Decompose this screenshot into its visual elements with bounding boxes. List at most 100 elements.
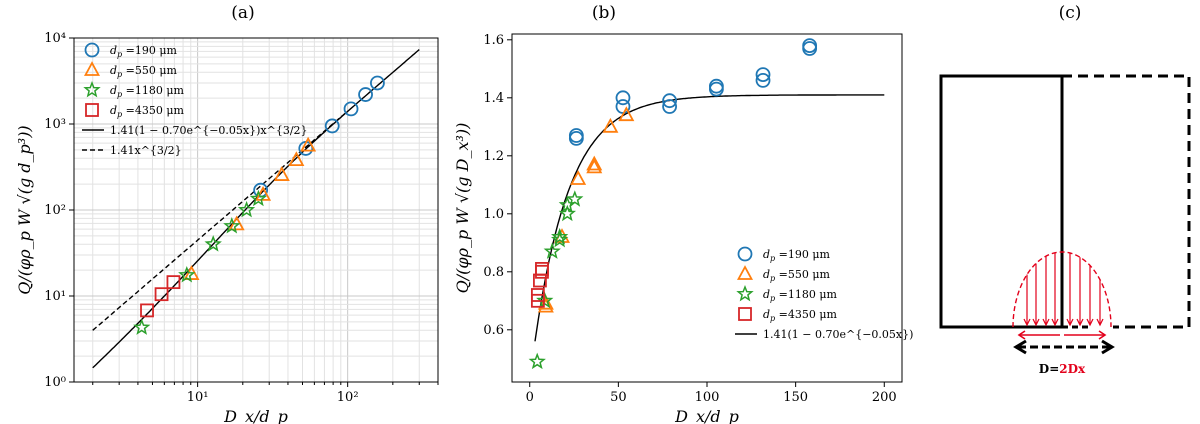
data-point [802,38,818,53]
data-point [288,151,305,167]
data-point [755,67,771,82]
dimension-arrow-left [1013,339,1027,355]
y-tick-label: 10⁴ [44,31,66,46]
y-tick-label: 0.6 [483,323,504,338]
data-point [550,230,569,248]
data-point [802,41,818,56]
flow-arrow-head [1032,318,1040,327]
legend-marker [736,265,754,280]
flow-arrow-head [1023,318,1031,327]
legend-curve-label: 1.41x^{3/2} [110,144,182,157]
data-point [204,235,222,252]
data-point [755,73,771,88]
x-tick-label: 50 [610,390,627,405]
data-point [537,294,554,310]
y-tick-label: 1.2 [483,149,504,164]
legend-label: dp =190 μm [110,44,178,59]
legend-label: dp =4350 μm [110,104,185,119]
y-tick-label: 1.4 [483,91,504,106]
legend: dp =190 μm dp =550 μm dp =1180 μm dp =4350 … [82,42,308,157]
panel-label-c: (c) [1059,3,1082,23]
legend-marker [736,284,754,302]
legend-marker [84,42,100,58]
legend-label: dp =190 μm [763,248,831,263]
y-tick-label: 10¹ [44,289,66,304]
data-point [154,287,169,302]
y-tick-label: 1.0 [483,207,504,222]
x-tick-label: 200 [872,390,897,405]
curve-line [92,49,420,369]
data-point [140,303,154,318]
data-point [553,228,571,243]
data-point [618,106,635,122]
silo-solid-box [939,74,1064,329]
panel-label-b: (b) [592,3,616,23]
data-point [528,352,546,370]
dimension-label: D=2Dx [1039,362,1086,376]
x-axis-label: D_x/d_p [674,407,739,424]
y-axis-label: Q/(φρ_p W √(g d_p³)) [15,125,34,294]
legend-label: dp =1180 μm [110,84,185,99]
flow-arrow-head [1076,318,1084,327]
data-point [133,318,151,335]
data-point [568,130,584,146]
diagram-c: D=2Dx [939,74,1191,376]
data-point [550,227,569,245]
legend-curve-label: 1.41(1 − 0.70e^{−0.05x}) [763,328,913,341]
chart-a-loglog: 10¹ 10² 10⁰ 10¹ 10² 10³ 10⁴ D_x/d_p Q/(φρ_p W √(… [15,31,439,424]
grid [74,38,439,383]
legend-curve-label: 1.41(1 − 0.70e^{−0.05x})x^{3/2} [110,124,308,137]
x-tick-label: 150 [783,390,808,405]
y-tick-label: 10² [44,203,66,218]
silo-mirror-dashed [1062,74,1191,329]
x-tick-label: 100 [695,390,720,405]
data-point [358,87,373,102]
x-tick-label: 10² [337,390,359,405]
legend-label: dp =4350 μm [763,308,838,323]
half-dx-right-arrow [1098,330,1107,340]
legend-marker [85,103,99,117]
data-point [662,99,677,114]
x-tick-label: 0 [526,390,534,405]
data-point [662,93,677,109]
data-point [568,128,584,143]
data-point [602,117,619,133]
flow-arrow-head [1086,318,1094,327]
y-tick-label: 1.6 [483,33,504,48]
data-point [343,101,359,117]
flow-arch [1012,251,1112,328]
data-point [370,75,385,91]
x-tick-label: 10¹ [187,390,209,405]
flow-arrows [1023,252,1104,327]
data-point [558,196,577,213]
panel-label-a: (a) [231,3,254,23]
data-point [237,200,256,218]
legend-marker [737,246,753,262]
y-tick-label: 10³ [44,117,66,132]
half-dx-left-arrow [1017,330,1026,340]
curve-line [534,94,885,342]
legend-marker [83,61,101,76]
data-point [566,190,584,207]
data-point [543,242,561,259]
data-point [300,136,317,152]
legend-marker [738,307,752,321]
data-point [178,266,196,283]
legend-label: dp =550 μm [110,64,178,79]
legend-label: dp =1180 μm [763,288,838,303]
y-tick-label: 0.8 [483,265,504,280]
dimension-arrow-right [1101,339,1115,355]
flow-arrow-head [1066,318,1074,327]
flow-arrow-head [1051,318,1059,327]
data-point [708,78,724,94]
data-point [586,155,603,171]
flow-arrow-head [1096,318,1104,327]
legend-marker [83,80,101,98]
data-point [249,189,268,207]
legend: dp =190 μm dp =550 μm dp =1180 μm dp =4350 … [735,246,913,341]
chart-b-linear: 0 50 100 150 200 0.6 0.8 1.0 1.2 1.4 1.6 D_x/d_p Q/(… [453,33,913,424]
y-axis-label: Q/(φρ_p W √(g D_x³)) [453,123,472,294]
data-point [615,90,631,106]
data-point [273,166,290,181]
